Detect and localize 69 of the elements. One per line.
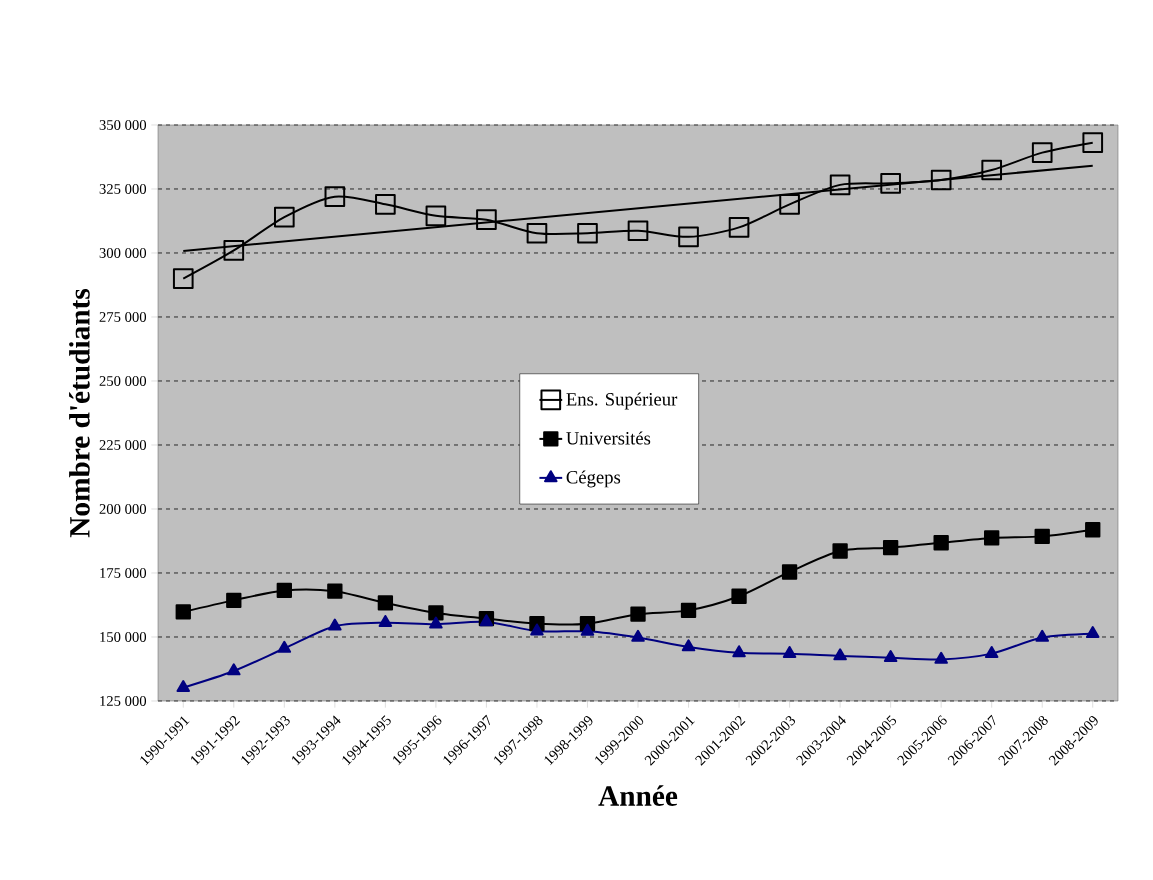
y-tick-label: 325 000 — [99, 184, 147, 194]
point — [476, 209, 497, 231]
x-axis-title: Année — [598, 785, 678, 806]
y-tick-label: 175 000 — [100, 568, 147, 578]
point — [375, 194, 396, 215]
point — [176, 680, 191, 693]
point — [328, 618, 342, 631]
point — [981, 159, 1003, 181]
point — [832, 543, 848, 559]
point — [175, 604, 191, 620]
point — [227, 663, 241, 676]
point — [577, 222, 598, 244]
point — [223, 240, 245, 261]
point — [630, 606, 646, 622]
point — [172, 268, 194, 289]
point — [933, 535, 949, 551]
point — [779, 194, 800, 215]
point — [882, 539, 899, 556]
point — [425, 205, 447, 227]
y-tick-label: 225 000 — [99, 440, 147, 450]
legend-label: Universités — [566, 431, 651, 445]
point — [580, 623, 595, 636]
point — [1034, 528, 1050, 545]
y-tick-label: 300 000 — [99, 248, 147, 258]
point — [1082, 132, 1104, 153]
point — [829, 174, 851, 196]
y-tick-label: 150 000 — [100, 632, 147, 642]
point — [680, 602, 697, 619]
point — [327, 583, 343, 599]
point — [678, 226, 699, 248]
point — [429, 616, 443, 629]
point — [627, 220, 649, 242]
legend-label: Cégeps — [566, 470, 621, 488]
y-tick-label: 350 000 — [99, 120, 147, 130]
point — [631, 629, 645, 642]
y-tick-label: 250 000 — [99, 376, 147, 386]
point — [732, 645, 746, 658]
point — [530, 623, 544, 636]
point — [782, 645, 797, 658]
point — [526, 222, 548, 244]
point — [781, 564, 798, 580]
point — [728, 217, 750, 238]
point — [731, 588, 747, 604]
point — [378, 614, 393, 627]
point — [1031, 142, 1053, 163]
point — [984, 645, 999, 658]
y-axis-title: Nombre d'étudiants — [69, 288, 90, 538]
y-tick-label: 125 000 — [100, 696, 147, 706]
point — [1085, 625, 1100, 638]
point — [883, 650, 898, 663]
point — [681, 639, 696, 652]
point — [226, 592, 242, 609]
point — [930, 169, 952, 191]
point — [984, 530, 1000, 546]
point — [479, 614, 494, 627]
point — [277, 640, 292, 653]
y-tick-label: 200 000 — [99, 504, 147, 514]
point — [324, 186, 346, 207]
point — [276, 582, 292, 599]
point — [1035, 629, 1049, 642]
point — [377, 595, 394, 611]
point — [428, 605, 444, 621]
point — [880, 173, 901, 194]
point — [273, 206, 295, 228]
legend-label: Ens. Supérieur — [566, 392, 678, 410]
y-tick-label: 275 000 — [99, 312, 147, 322]
point — [833, 648, 847, 661]
point — [934, 651, 948, 664]
point — [1085, 522, 1101, 538]
